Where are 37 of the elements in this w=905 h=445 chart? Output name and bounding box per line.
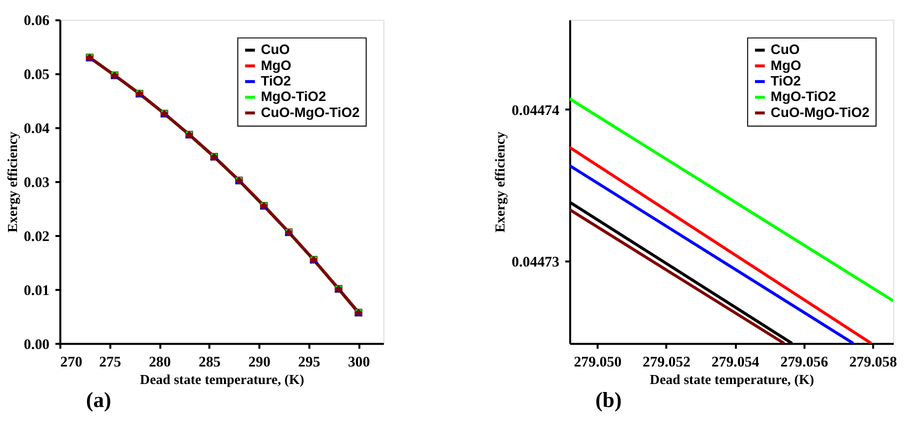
legend-label: MgO-TiO2 (770, 89, 836, 104)
y-axis-title: Exergy efficiency (492, 131, 509, 233)
y-tick-label: 0.04474 (512, 102, 560, 119)
y-tick-label: 0.03 (24, 174, 50, 191)
legend-label: TiO2 (770, 73, 802, 88)
y-axis-title: Exergy efficiency (4, 131, 21, 233)
x-tick-label: 295 (298, 354, 320, 370)
x-tick-label: 270 (60, 354, 82, 370)
x-tick-label: 300 (348, 354, 370, 370)
y-tick-label: 0.01 (24, 282, 50, 299)
x-tick-label: 279.054 (712, 354, 760, 370)
legend-label: TiO2 (260, 73, 292, 88)
x-tick-label: 279.058 (849, 354, 897, 370)
y-tick-label: 0.05 (24, 67, 50, 84)
y-tick-label: 0.04 (24, 121, 50, 138)
x-tick-label: 285 (198, 354, 221, 370)
x-tick-label: 279.050 (574, 354, 622, 370)
y-tick-label: 0.04473 (512, 254, 560, 271)
legend-label: CuO-MgO-TiO2 (770, 104, 870, 120)
text: (a) (86, 388, 112, 412)
x-tick-label: 279.056 (780, 354, 828, 370)
legend-label: CuO (260, 42, 290, 58)
x-tick-label: 279.052 (642, 354, 690, 370)
x-tick-label: 275 (99, 354, 122, 370)
legend-label: MgO (260, 58, 292, 73)
y-tick-label: 0.02 (24, 228, 50, 245)
x-tick-label: 280 (148, 354, 171, 370)
x-axis-title: Dead state temperature, (K) (140, 372, 304, 388)
y-tick-label: 0.06 (24, 13, 50, 30)
legend-label: MgO-TiO2 (260, 89, 326, 104)
x-tick-label: 290 (248, 354, 270, 370)
legend-label: MgO (770, 58, 802, 73)
y-tick-label: 0.00 (24, 336, 50, 353)
legend-label: CuO (770, 42, 800, 58)
text: (b) (595, 388, 622, 412)
x-axis-title: Dead state temperature, (K) (650, 372, 814, 388)
legend-label: CuO-MgO-TiO2 (260, 104, 360, 120)
